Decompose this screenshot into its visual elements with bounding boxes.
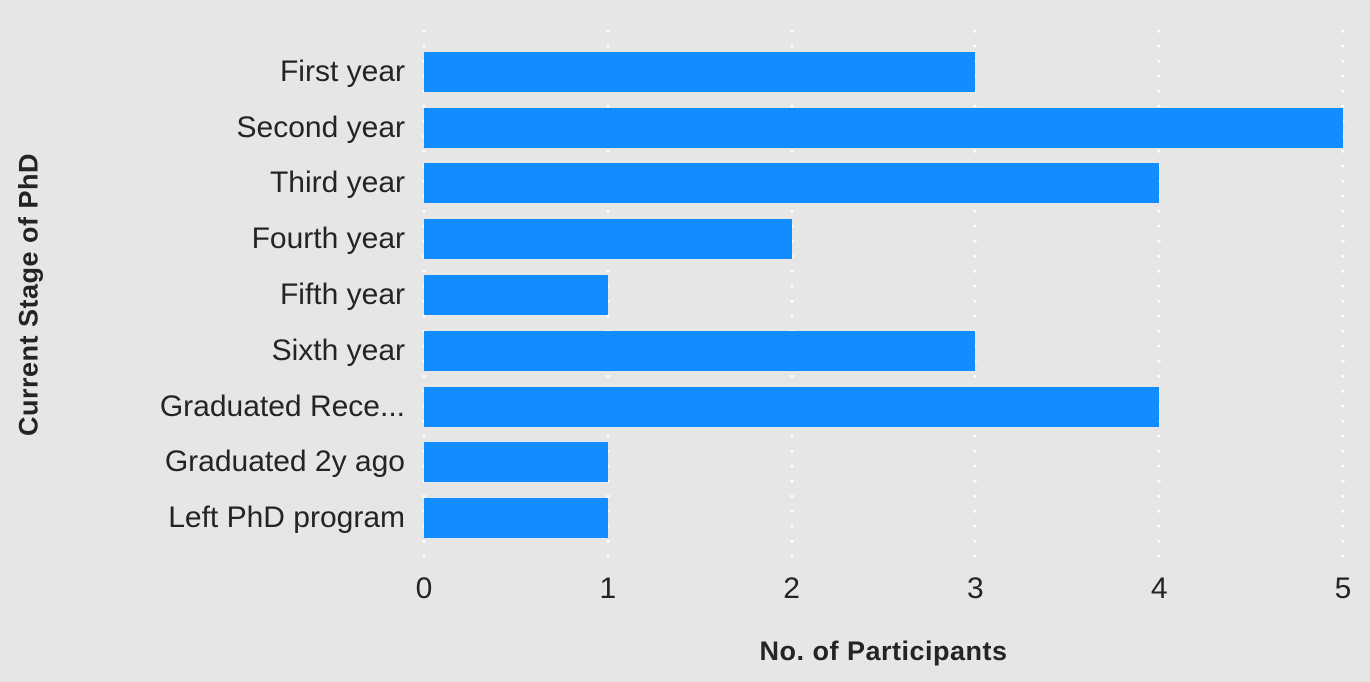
bar[interactable]	[424, 442, 608, 483]
x-tick-label: 2	[783, 572, 800, 605]
category-label: First year	[279, 54, 405, 88]
bar-row	[424, 100, 1343, 156]
bar[interactable]	[424, 330, 976, 371]
x-axis-title: No. of Participants	[759, 636, 1008, 666]
bar-row	[424, 156, 1343, 212]
bar-row	[424, 434, 1343, 490]
category-label: Sixth year	[271, 333, 405, 367]
category-label: Graduated Rece...	[159, 389, 405, 423]
bars-container	[424, 30, 1343, 558]
category-label: Third year	[269, 166, 405, 200]
bar-row	[424, 323, 1343, 379]
bar[interactable]	[424, 498, 608, 539]
gridline	[1157, 30, 1161, 558]
x-tick-label: 3	[967, 572, 984, 605]
bar-row	[424, 267, 1343, 323]
x-tick-label: 1	[599, 572, 617, 605]
category-labels: First year Second year Third year Fourth ye…	[58, 30, 424, 558]
bar-row	[424, 379, 1343, 435]
gridline	[606, 30, 610, 558]
category-label: Graduated 2y ago	[164, 445, 405, 479]
gridline	[973, 30, 977, 558]
chart-body: First year Second year Third year Fourth ye…	[58, 30, 1345, 558]
y-axis-title-column: Current Stage of PhD	[0, 0, 58, 682]
bar[interactable]	[424, 51, 976, 92]
plot-area	[422, 30, 1345, 558]
category-label: Fourth year	[251, 222, 405, 256]
y-axis-title: Current Stage of PhD	[13, 152, 44, 436]
bar-row	[424, 211, 1343, 267]
bar[interactable]	[424, 275, 608, 316]
gridline	[790, 30, 794, 558]
bar[interactable]	[424, 219, 792, 260]
chart-main: First year Second year Third year Fourth ye…	[58, 0, 1370, 682]
x-tick-label: 0	[415, 572, 433, 605]
category-label: Fifth year	[279, 278, 405, 312]
category-label: Second year	[236, 110, 405, 144]
gridline	[1341, 30, 1345, 558]
bar-row	[424, 490, 1343, 546]
bar[interactable]	[424, 386, 1160, 427]
x-tick-label: 5	[1334, 572, 1352, 605]
x-axis: 0 1 2 3 4 5	[416, 572, 1352, 610]
bar[interactable]	[424, 107, 1343, 148]
category-label: Left PhD program	[168, 501, 405, 535]
bar[interactable]	[424, 163, 1160, 204]
bar-row	[424, 44, 1343, 100]
x-tick-label: 4	[1150, 572, 1168, 605]
